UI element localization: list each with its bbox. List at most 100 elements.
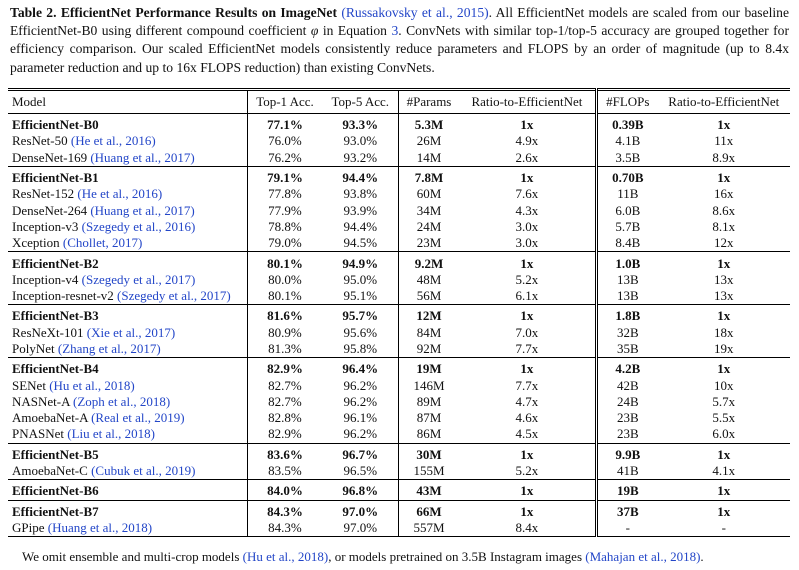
table-cell: 3.5B (595, 149, 658, 167)
model-name: EfficientNet-B2 (12, 255, 99, 271)
table-cell: 93.3% (322, 113, 399, 134)
table-row: AmoebaNet-A (Real et al., 2019) 82.8% 96.1… (8, 410, 790, 427)
citation[interactable]: (Cubuk et al., 2019) (91, 463, 196, 479)
table-cell: 96.4% (322, 357, 399, 378)
table-row: ResNet-152 (He et al., 2016) 77.8% 93.8% 60… (8, 186, 790, 203)
table-cell: 8.4B (595, 235, 658, 252)
table-row: Inception-resnet-v2 (Szegedy et al., 201… (8, 287, 790, 305)
citation[interactable]: (Szegedy et al., 2017) (81, 271, 196, 287)
table-row: PolyNet (Zhang et al., 2017) 81.3% 95.8% 92… (8, 340, 790, 358)
table-cell: 84.3% (246, 519, 323, 537)
column-header: #FLOPs (595, 89, 658, 114)
table-cell: 6.1x (515, 288, 539, 304)
citation[interactable]: (Huang et al., 2017) (90, 202, 195, 218)
citation[interactable]: (Huang et al., 2018) (47, 519, 153, 535)
model-cell: EfficientNet-B7 (8, 499, 248, 520)
table-cell: 5.3M (398, 113, 459, 134)
citation[interactable]: (Hu et al., 2018) (49, 377, 135, 393)
table-cell: 93.8% (343, 186, 378, 202)
table-cell: 7.6x (515, 186, 539, 202)
citation[interactable]: (He et al., 2016) (70, 133, 156, 149)
table-cell: 76.0% (246, 133, 323, 150)
table-cell: 78.8% (246, 218, 323, 236)
citation[interactable]: (Zhang et al., 2017) (57, 341, 161, 356)
citation[interactable]: (Hu et al., 2018) (242, 549, 329, 564)
symbol: φ (310, 23, 319, 39)
model-cell: PolyNet (Zhang et al., 2017) (8, 341, 247, 358)
model-name: EfficientNet-B0 (12, 117, 99, 133)
table-cell: 1x (458, 304, 597, 325)
model-cell: EfficientNet-B2 (8, 251, 248, 272)
table-cell: 96.2% (343, 426, 378, 442)
table-row: EfficientNet-B3 81.6% 95.7% 12M 1x 1.8B 1x (8, 304, 790, 325)
citation[interactable]: (He et al., 2016) (77, 186, 163, 202)
table-cell: 97.0% (322, 499, 399, 520)
table-cell: 9.2M (398, 251, 459, 272)
table-cell: 4.3x (515, 202, 539, 218)
model-name: EfficientNet-B7 (12, 503, 99, 519)
citation[interactable]: (Zoph et al., 2018) (73, 393, 171, 409)
table-cell: 86M (398, 426, 459, 444)
table-cell: 84.0% (246, 479, 323, 501)
table-cell: 1x (657, 479, 790, 501)
model-name: SENet (12, 377, 46, 393)
table-cell: 97.0% (343, 519, 378, 535)
table-cell: 1x (458, 442, 597, 463)
table-cell: 5.7B (595, 218, 658, 236)
table-cell: 35B (595, 340, 658, 358)
table-cell: 93.9% (343, 202, 378, 218)
model-name: EfficientNet-B3 (12, 308, 99, 324)
table-row: EfficientNet-B7 84.3% 97.0% 66M 1x 37B 1x (8, 499, 790, 520)
table-cell: 84M (398, 324, 459, 341)
column-header: Ratio-to-EfficientNet (657, 89, 790, 114)
table-row: Inception-v3 (Szegedy et al., 2016) 78.8%… (8, 218, 790, 236)
table-cell: 42B (595, 377, 658, 394)
model-cell: ResNet-50 (He et al., 2016) (8, 133, 247, 149)
citation[interactable]: (Real et al., 2019) (91, 410, 185, 426)
model-cell: EfficientNet-B3 (8, 304, 248, 325)
model-name: EfficientNet-B1 (12, 170, 99, 186)
citation[interactable]: (Chollet, 2017) (62, 235, 143, 251)
table-cell: 13x (714, 288, 734, 304)
citation[interactable]: (Huang et al., 2017) (90, 149, 195, 165)
table-cell: 24B (595, 393, 658, 411)
citation[interactable]: (Liu et al., 2018) (67, 426, 155, 442)
model-cell: EfficientNet-B4 (8, 357, 248, 378)
table-cell: 3.0x (515, 235, 539, 251)
model-name: Inception-v4 (12, 271, 79, 287)
table-cell: 1x (458, 499, 597, 520)
table-cell: 92M (398, 340, 459, 358)
table-cell: 80.0% (246, 271, 323, 288)
table-cell: 77.9% (246, 202, 323, 219)
table-row: ResNeXt-101 (Xie et al., 2017) 80.9% 95.6%… (8, 324, 790, 341)
table-cell: 37B (595, 499, 658, 520)
table-row: AmoebaNet-C (Cubuk et al., 2019) 83.5% 96.… (8, 462, 790, 480)
table-cell: - (595, 519, 658, 537)
citation[interactable]: (Szegedy et al., 2017) (117, 288, 231, 304)
model-cell: EfficientNet-B6 (8, 479, 248, 501)
table-row: EfficientNet-B1 79.1% 94.4% 7.8M 1x 0.70B 1x (8, 165, 790, 187)
citation[interactable]: (Xie et al., 2017) (86, 324, 176, 340)
model-name: AmoebaNet-C (12, 463, 88, 479)
table-row: Inception-v4 (Szegedy et al., 2017) 80.0%… (8, 271, 790, 288)
table-cell: 94.5% (343, 235, 378, 251)
table-cell: 13B (595, 271, 658, 288)
model-name: Inception-v3 (12, 218, 79, 234)
table-cell: 8.6x (712, 202, 736, 218)
caption-text: in Equation (322, 23, 387, 39)
citation[interactable]: (Szegedy et al., 2016) (81, 218, 196, 234)
model-cell: ResNet-152 (He et al., 2016) (8, 186, 247, 202)
column-header: Ratio-to-EfficientNet (458, 89, 597, 114)
citation[interactable]: (Mahajan et al., 2018) (585, 549, 701, 564)
footnote: We omit ensemble and multi-crop models (… (22, 549, 704, 565)
table-cell: 26M (398, 133, 459, 150)
model-cell: ResNeXt-101 (Xie et al., 2017) (8, 325, 247, 341)
reference[interactable]: 3 (391, 23, 399, 39)
citation[interactable]: (Russakovsky et al., 2015) (341, 5, 489, 20)
table-cell: 5.7x (712, 393, 736, 409)
table-cell: 95.0% (343, 271, 378, 287)
table-cell: 1x (657, 251, 790, 272)
table-cell: 8.9x (712, 149, 736, 165)
table-cell: 4.1x (712, 463, 736, 479)
